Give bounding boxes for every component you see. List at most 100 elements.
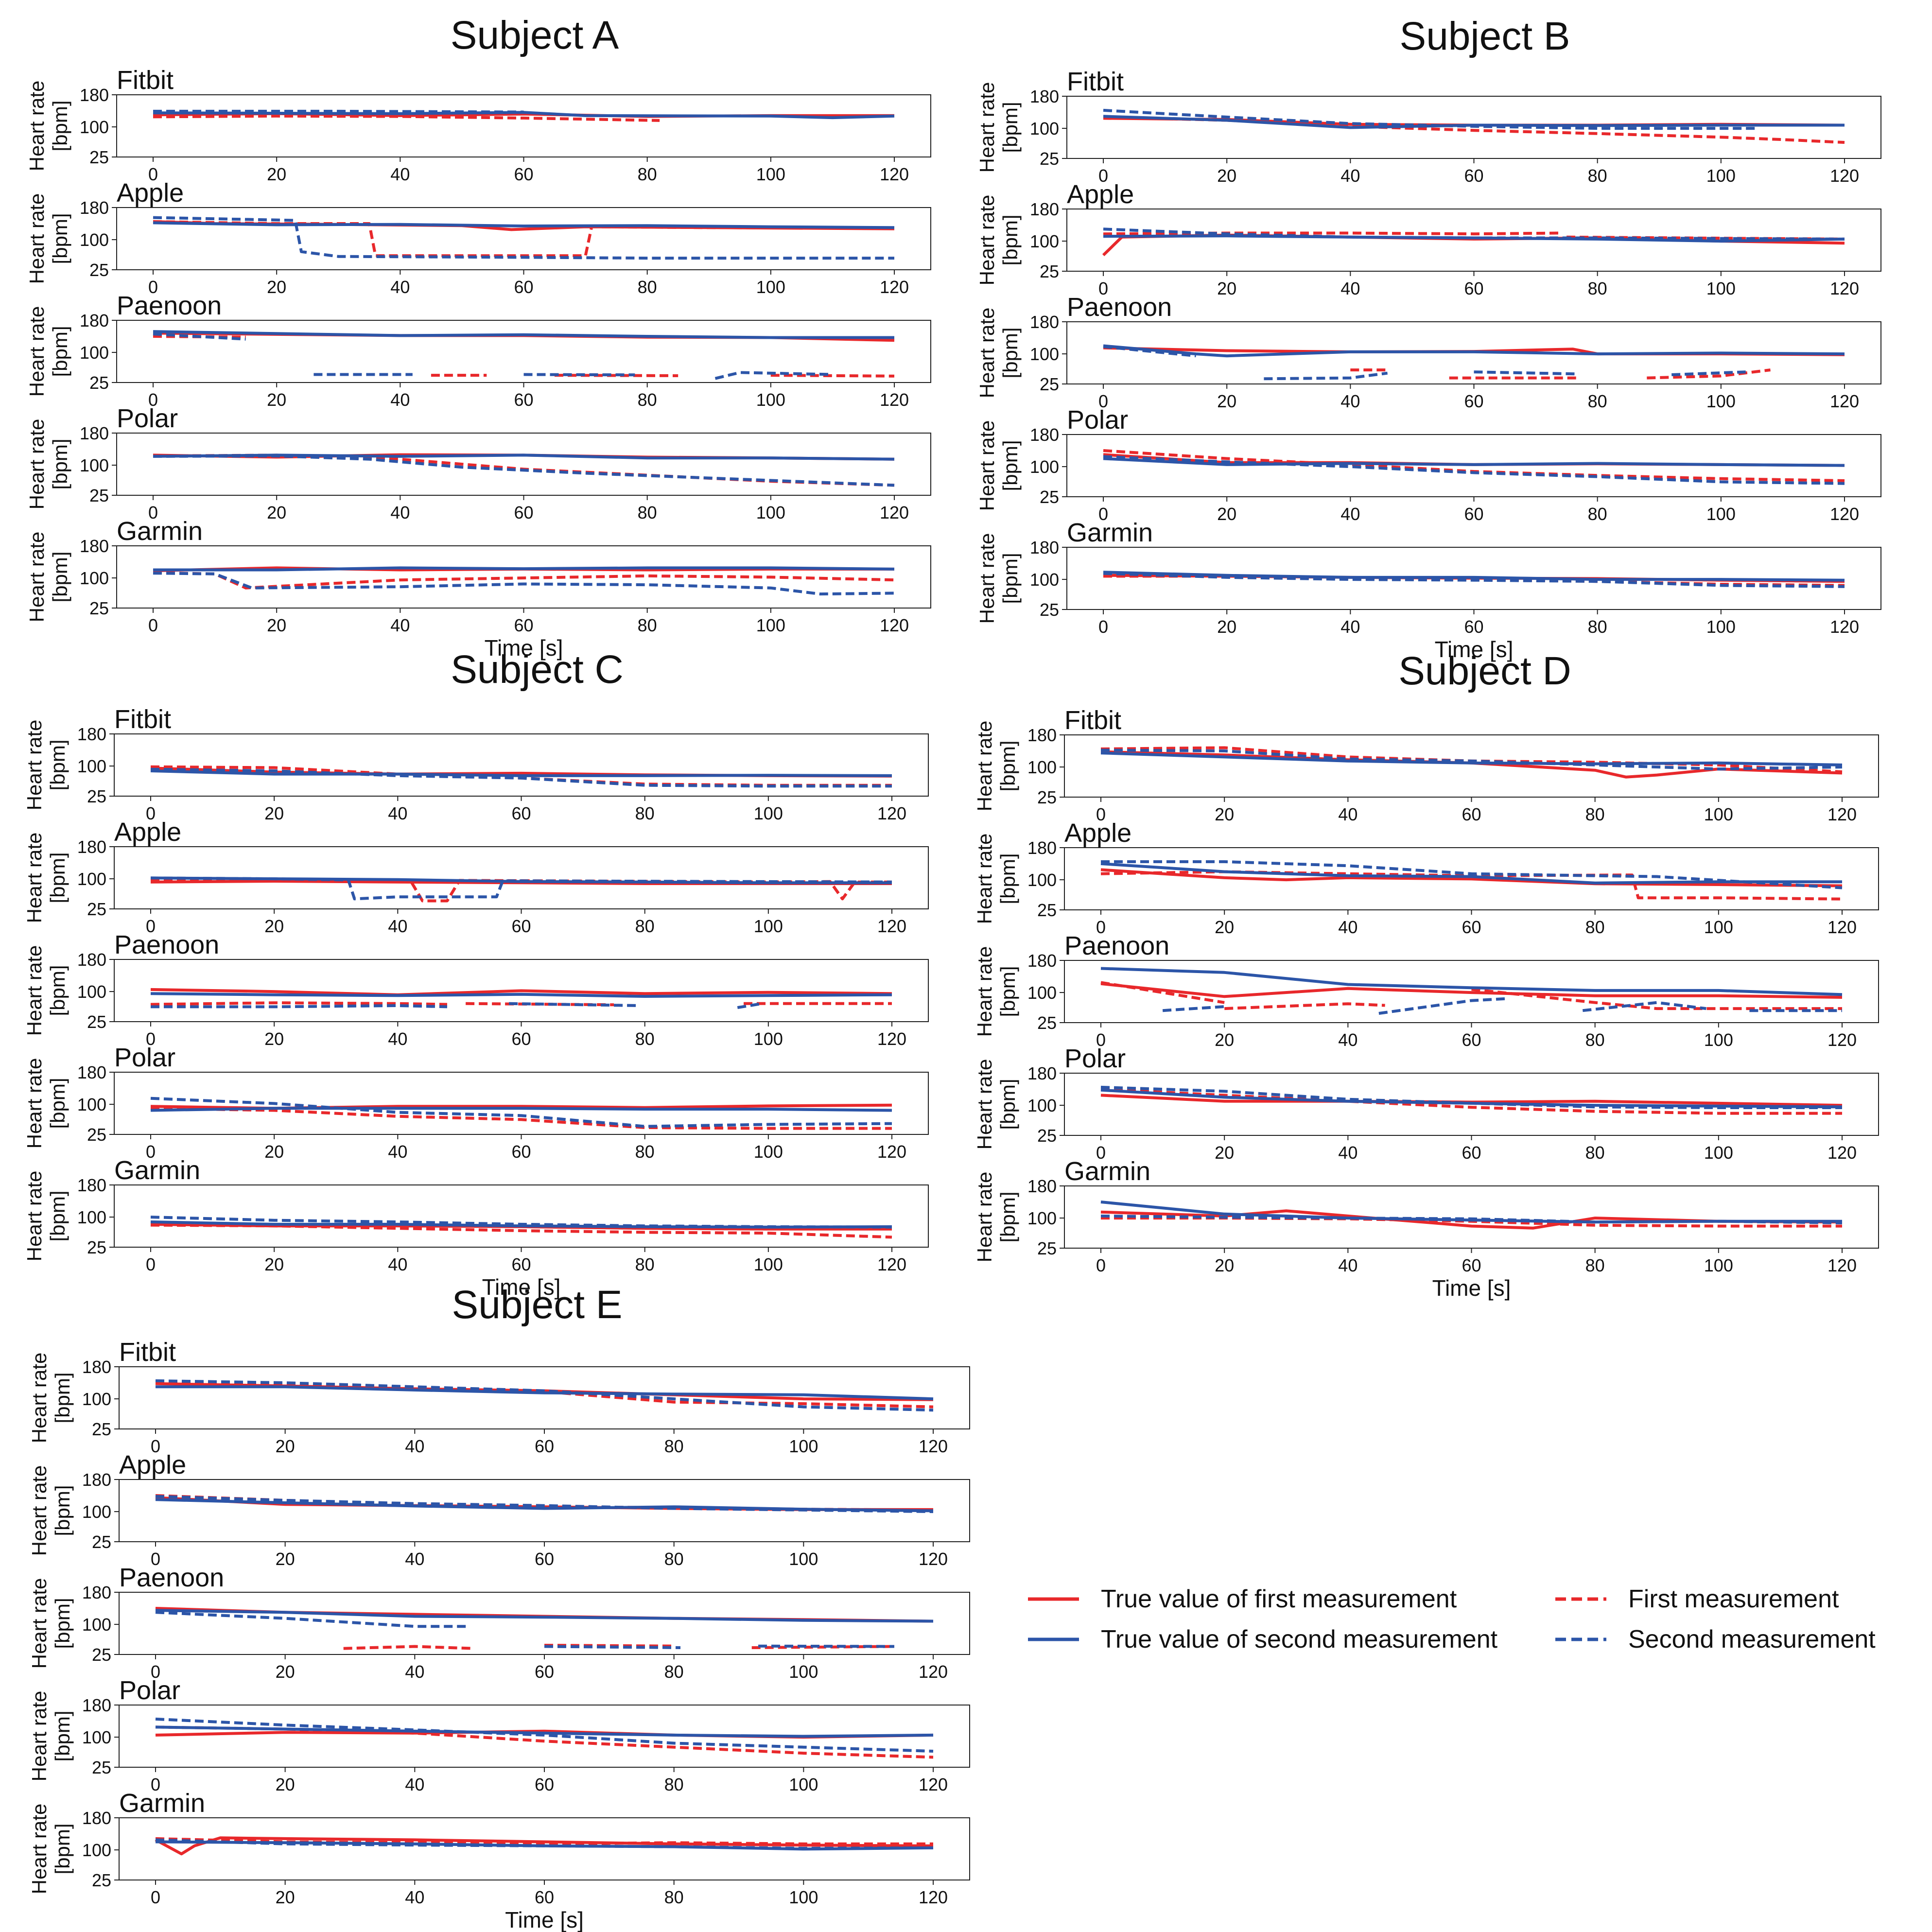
y-tick-label: 25 bbox=[1040, 600, 1059, 620]
y-tick-label: 180 bbox=[1030, 312, 1059, 332]
series-line-true2 bbox=[150, 1107, 892, 1112]
x-tick-label: 60 bbox=[514, 164, 533, 184]
device-plot-polar: Polar Heart rate [bpm] 25 100 180 0 20 40 60 80 100… bbox=[25, 404, 931, 522]
x-axis-label: Time [s] bbox=[1432, 1275, 1511, 1301]
series-line-second bbox=[153, 216, 894, 260]
y-tick-label: 25 bbox=[1037, 900, 1057, 920]
y-label-line1: Heart rate bbox=[25, 306, 48, 397]
y-label-line1: Heart rate bbox=[973, 834, 996, 924]
x-tick-label: 20 bbox=[1217, 504, 1236, 524]
y-label-line1: Heart rate bbox=[28, 1804, 51, 1895]
x-tick-label: 40 bbox=[390, 615, 410, 635]
series-line-second bbox=[153, 572, 895, 596]
x-tick-label: 100 bbox=[756, 390, 785, 410]
x-tick-label: 40 bbox=[405, 1549, 424, 1569]
y-label-line2: [bpm] bbox=[46, 739, 69, 790]
series-line-second2 bbox=[509, 1002, 639, 1007]
y-label-line1: Heart rate bbox=[23, 720, 46, 811]
device-label: Fitbit bbox=[1064, 706, 1121, 735]
x-tick-label: 40 bbox=[388, 1142, 407, 1162]
y-tick-label: 100 bbox=[1030, 231, 1059, 251]
x-tick-label: 80 bbox=[638, 615, 657, 635]
y-axis-label: Heart rate [bpm] bbox=[25, 532, 71, 623]
device-plot-paenoon: Paenoon Heart rate [bpm] 25 100 180 0 20 40 60 80 1… bbox=[973, 931, 1879, 1050]
x-tick-label: 100 bbox=[789, 1436, 818, 1456]
x-tick-label: 120 bbox=[880, 503, 909, 522]
y-axis-label: Heart rate [bpm] bbox=[973, 946, 1019, 1037]
y-tick-label: 25 bbox=[92, 1532, 111, 1552]
x-tick-label: 120 bbox=[1830, 166, 1859, 186]
x-tick-label: 0 bbox=[146, 1142, 156, 1162]
x-tick-label: 0 bbox=[146, 803, 156, 823]
y-label-line2: [bpm] bbox=[49, 100, 71, 151]
x-tick-label: 20 bbox=[1217, 166, 1236, 186]
x-tick-label: 120 bbox=[1830, 391, 1859, 411]
y-tick-label: 25 bbox=[1040, 261, 1059, 281]
x-tick-label: 0 bbox=[148, 615, 158, 635]
series-line-second2 bbox=[1378, 997, 1509, 1015]
series-line-second bbox=[1100, 748, 1843, 771]
x-tick-label: 20 bbox=[1215, 1143, 1234, 1163]
device-plot-garmin: Garmin Heart rate [bpm] 25 100 180 0 20 40 60 80 10… bbox=[28, 1789, 970, 1932]
y-tick-label: 100 bbox=[82, 1389, 111, 1409]
y-axis-label: Heart rate [bpm] bbox=[23, 833, 69, 923]
y-axis-label: Heart rate [bpm] bbox=[25, 306, 71, 397]
y-axis-label: Heart rate [bpm] bbox=[23, 1171, 69, 1262]
x-tick-label: 120 bbox=[880, 164, 909, 184]
device-plot-paenoon: Paenoon Heart rate [bpm] 25 100 180 0 20 40 60 80 1… bbox=[25, 291, 931, 410]
x-tick-label: 60 bbox=[514, 615, 533, 635]
x-tick-label: 60 bbox=[535, 1436, 554, 1456]
series-line-second bbox=[150, 767, 892, 788]
device-label: Paenoon bbox=[114, 930, 219, 959]
y-tick-label: 180 bbox=[80, 198, 109, 218]
x-tick-label: 80 bbox=[638, 164, 657, 184]
y-label-line2: [bpm] bbox=[46, 1190, 69, 1241]
x-tick-label: 80 bbox=[1585, 1143, 1605, 1163]
x-tick-label: 0 bbox=[1096, 1143, 1106, 1163]
x-tick-label: 60 bbox=[1462, 1030, 1481, 1050]
x-tick-label: 20 bbox=[1215, 917, 1234, 937]
x-tick-label: 100 bbox=[1704, 1143, 1733, 1163]
x-tick-label: 80 bbox=[635, 803, 655, 823]
x-tick-label: 60 bbox=[1464, 391, 1483, 411]
x-tick-label: 60 bbox=[535, 1549, 554, 1569]
y-label-line1: Heart rate bbox=[28, 1578, 51, 1669]
x-tick-label: 120 bbox=[919, 1549, 948, 1569]
device-plot-apple: Apple Heart rate [bpm] 25 100 180 0 20 40 60 80 100… bbox=[23, 818, 929, 936]
y-axis-label: Heart rate [bpm] bbox=[23, 720, 69, 811]
x-tick-label: 80 bbox=[638, 503, 657, 522]
y-axis-label: Heart rate [bpm] bbox=[25, 81, 71, 172]
y-axis-label: Heart rate [bpm] bbox=[28, 1804, 74, 1895]
x-tick-label: 40 bbox=[388, 1254, 407, 1274]
x-tick-label: 40 bbox=[1338, 804, 1358, 824]
y-tick-label: 25 bbox=[1037, 1013, 1057, 1033]
y-label-line2: [bpm] bbox=[46, 852, 69, 903]
series-line-first bbox=[155, 1837, 933, 1845]
x-tick-label: 100 bbox=[1704, 917, 1733, 937]
device-label: Garmin bbox=[119, 1789, 205, 1818]
x-tick-label: 100 bbox=[789, 1549, 818, 1569]
x-tick-label: 80 bbox=[1588, 617, 1607, 637]
x-tick-label: 20 bbox=[276, 1436, 295, 1456]
series-line-first bbox=[150, 1001, 448, 1006]
x-tick-label: 0 bbox=[1098, 504, 1108, 524]
x-tick-label: 20 bbox=[1217, 391, 1236, 411]
x-tick-label: 20 bbox=[1217, 278, 1236, 298]
x-tick-label: 120 bbox=[877, 1142, 906, 1162]
series-line-second bbox=[1162, 1005, 1225, 1012]
x-tick-label: 0 bbox=[1098, 278, 1108, 298]
x-tick-label: 100 bbox=[1706, 391, 1736, 411]
device-label: Paenoon bbox=[1064, 931, 1169, 960]
x-tick-label: 20 bbox=[267, 277, 286, 297]
subject-title: Subject C bbox=[451, 647, 624, 692]
device-label: Apple bbox=[1067, 180, 1134, 209]
plot-frame bbox=[114, 1184, 929, 1248]
series-line-true2 bbox=[153, 566, 895, 572]
x-tick-label: 60 bbox=[514, 277, 533, 297]
y-axis-label: Heart rate [bpm] bbox=[975, 420, 1022, 511]
x-tick-label: 40 bbox=[1338, 1030, 1358, 1050]
subject-title: Subject D bbox=[1398, 649, 1571, 693]
x-tick-label: 120 bbox=[1828, 917, 1857, 937]
y-axis-label: Heart rate [bpm] bbox=[28, 1353, 74, 1444]
